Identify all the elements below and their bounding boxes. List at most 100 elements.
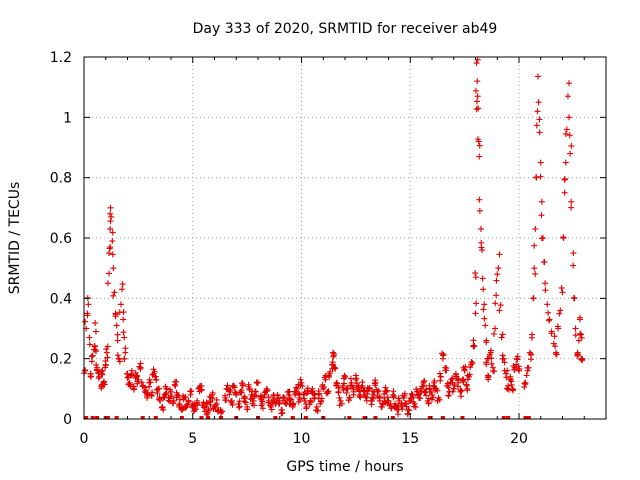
data-point [568,204,575,211]
data-point [153,386,160,393]
data-point [339,384,346,391]
data-point [542,280,549,287]
data-point [306,401,313,408]
data-point [534,108,541,115]
data-point [201,408,208,415]
zero-marker [440,416,445,419]
data-point [531,242,538,249]
data-point [508,381,515,388]
zero-marker [290,416,295,419]
zero-marker [460,416,465,419]
data-point [523,372,530,379]
data-point [332,365,339,372]
data-point [138,379,145,386]
data-point [565,80,572,87]
data-point [537,159,544,166]
data-point [285,392,292,399]
data-point [192,405,199,412]
data-point [137,365,144,372]
data-point [483,361,490,368]
data-point [84,312,91,319]
data-point [536,129,543,136]
data-point [450,385,457,392]
data-point [567,150,574,157]
data-point [425,395,432,402]
data-point [350,384,357,391]
data-point [574,351,581,358]
data-point [376,393,383,400]
data-point [469,360,476,367]
data-point [477,225,484,232]
data-point [162,383,169,390]
data-point [110,292,117,299]
zero-marker [105,416,110,419]
data-point [347,375,354,382]
data-point [428,396,435,403]
data-point [493,292,500,299]
data-point [472,310,479,317]
data-point [566,114,573,121]
data-point [103,349,110,356]
data-point [437,377,444,384]
data-point [572,332,579,339]
data-point [258,402,265,409]
data-point [330,353,337,360]
data-point [562,130,569,137]
data-point [81,367,88,374]
zero-marker [84,416,89,419]
data-point [303,405,310,412]
data-point [399,406,406,413]
data-point [325,388,332,395]
data-point [356,393,363,400]
data-point [151,373,158,380]
data-point [511,366,518,373]
data-point [406,407,413,414]
data-point [162,391,169,398]
data-point [93,361,100,368]
data-point [130,383,137,390]
data-point [249,400,256,407]
data-point [440,351,447,358]
data-point [168,393,175,400]
data-point [214,407,221,414]
data-point [486,351,493,358]
data-point [106,250,113,257]
x-tick-label: 20 [510,431,528,447]
data-point [337,397,344,404]
data-point [107,225,114,232]
data-point [470,337,477,344]
data-point [92,328,99,335]
data-point [480,306,487,313]
data-point [258,393,265,400]
data-point [180,396,187,403]
zero-marker [199,416,204,419]
data-point [253,379,260,386]
data-point [198,387,205,394]
y-tick-label: 0.2 [50,352,72,368]
data-point [419,383,426,390]
data-point [102,364,109,371]
data-point [361,387,368,394]
data-point [538,212,545,219]
data-point [558,285,565,292]
data-point [436,370,443,377]
y-tick-label: 1 [63,110,72,126]
data-point [568,142,575,149]
data-point [474,78,481,85]
data-point [89,352,96,359]
data-point [373,386,380,393]
data-point [134,373,141,380]
data-point [499,352,506,359]
data-point [242,399,249,406]
data-point [369,394,376,401]
data-point [122,345,129,352]
data-point [570,262,577,269]
data-point [252,388,259,395]
data-point [522,381,529,388]
data-point [391,393,398,400]
data-point [86,334,93,341]
data-point [473,106,480,113]
data-point [545,309,552,316]
data-point [534,73,541,80]
